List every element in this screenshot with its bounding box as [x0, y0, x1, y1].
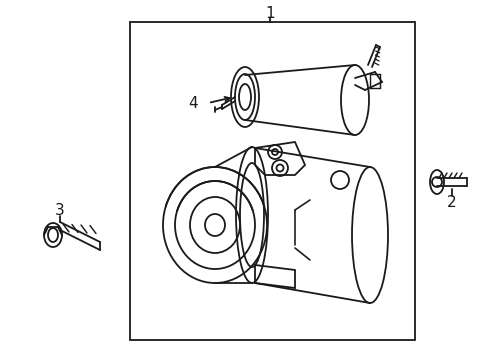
Text: 3: 3 — [55, 202, 65, 217]
Text: 1: 1 — [264, 5, 274, 21]
Text: 4: 4 — [188, 95, 198, 111]
Text: 2: 2 — [446, 194, 456, 210]
